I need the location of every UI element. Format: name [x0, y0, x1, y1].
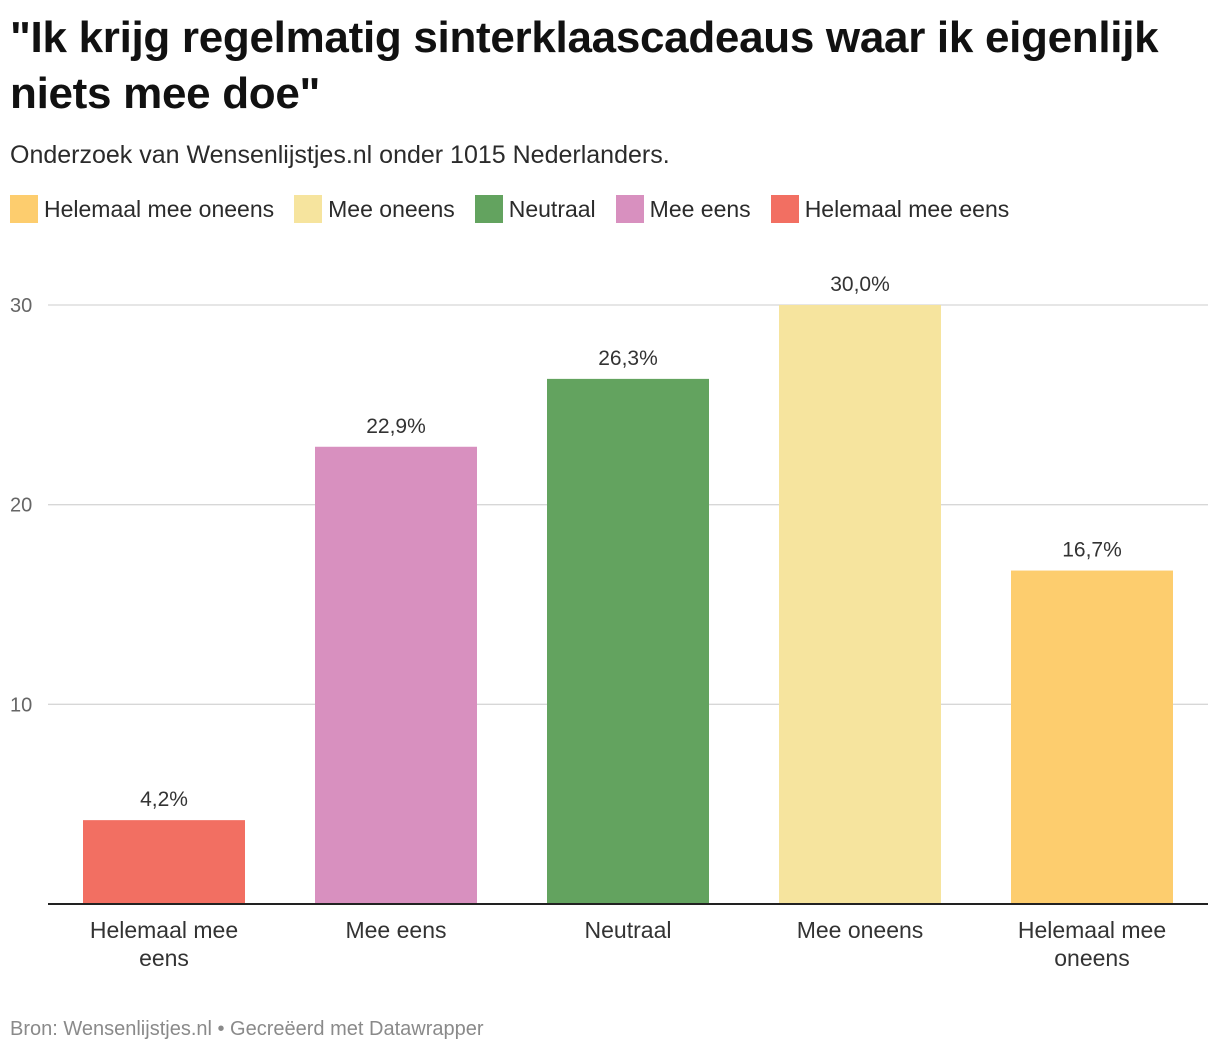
value-label: 30,0%	[830, 273, 890, 296]
x-category-label-line: Mee eens	[345, 917, 446, 943]
bar	[547, 378, 709, 904]
bar	[1011, 570, 1173, 904]
x-category-label: Neutraal	[585, 917, 672, 943]
legend-item-helemaal-mee-eens: Helemaal mee eens	[770, 195, 1010, 223]
x-category-label-line: Mee oneens	[797, 917, 924, 943]
value-label: 22,9%	[366, 415, 426, 438]
legend-item-helemaal-mee-oneens: Helemaal mee oneens	[10, 195, 274, 223]
legend-swatch	[294, 195, 323, 223]
value-label: 16,7%	[1062, 539, 1122, 562]
legend-label: Mee oneens	[328, 195, 455, 222]
bar	[315, 446, 477, 904]
x-category-label-line: Neutraal	[585, 917, 672, 943]
value-label: 26,3%	[598, 347, 658, 370]
chart-title: "Ik krijg regelmatig sinterklaascadeaus …	[10, 13, 1159, 118]
legend-label: Helemaal mee eens	[804, 195, 1010, 222]
legend-label: Mee eens	[649, 195, 751, 222]
legend-swatch	[474, 195, 503, 223]
y-tick-label: 20	[10, 495, 32, 517]
legend-swatch	[10, 195, 38, 223]
chart-subtitle: Onderzoek van Wensenlijstjes.nl onder 10…	[10, 141, 670, 169]
legend: Helemaal mee oneens Mee oneens Neutraal …	[10, 195, 1029, 223]
legend-label: Helemaal mee oneens	[44, 195, 275, 222]
legend-label: Neutraal	[508, 195, 596, 222]
bar	[83, 820, 245, 904]
x-category-label-line: Helemaal mee	[1018, 917, 1166, 943]
footer-source: Bron: Wensenlijstjes.nl • Gecreëerd met …	[10, 1018, 484, 1040]
legend-swatch	[770, 195, 799, 223]
x-category-label-line: oneens	[1054, 945, 1129, 971]
x-category-label: Helemaal mee oneens	[1018, 917, 1166, 971]
legend-item-mee-eens: Mee eens	[615, 195, 751, 223]
legend-item-mee-oneens: Mee oneens	[294, 195, 455, 223]
y-tick-label: 10	[10, 694, 32, 716]
x-category-label-line: eens	[139, 945, 189, 971]
y-tick-label: 30	[10, 295, 32, 317]
value-label: 4,2%	[140, 788, 188, 811]
legend-swatch	[615, 195, 644, 223]
x-category-label: Mee oneens	[797, 917, 924, 943]
x-category-label: Helemaal mee eens	[90, 917, 238, 971]
x-category-label-line: Helemaal mee	[90, 917, 238, 943]
bar-layer	[83, 305, 1173, 904]
x-category-label: Mee eens	[345, 917, 446, 943]
legend-item-neutraal: Neutraal	[474, 195, 596, 223]
bar	[779, 305, 941, 904]
